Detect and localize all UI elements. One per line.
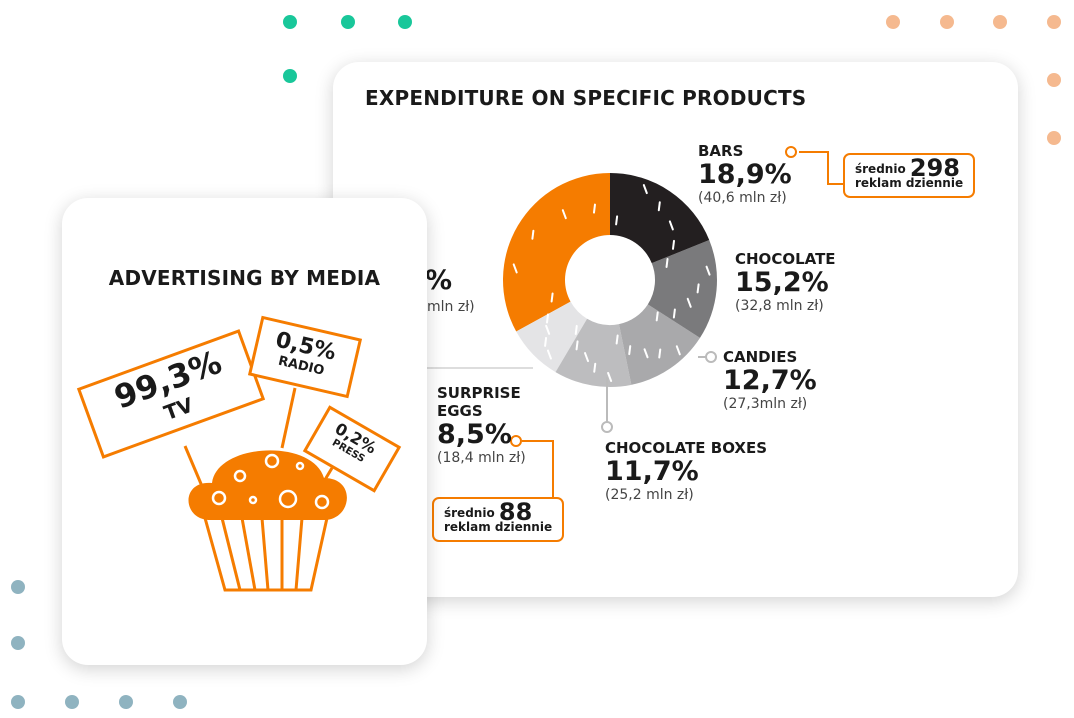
sprinkle [561,209,567,220]
category-label: BARS [698,142,744,160]
sprinkle [675,345,681,356]
chart-title: EXPENDITURE ON SPECIFIC PRODUCTS [365,86,807,110]
label-chocolate-boxes: CHOCOLATE BOXES 11,7% (25,2 mln zł) [605,439,767,503]
donut-slice--hidden- [503,173,610,332]
decor-dot [1047,15,1061,29]
decor-dot [119,695,133,709]
sprinkle [575,340,579,351]
leader-dot-bars [785,146,797,158]
sprinkle [545,324,551,335]
sprinkle [668,220,674,231]
sprinkle [705,265,711,276]
callout-prefix: średnio [855,162,906,176]
leader-dot-boxes [601,421,613,433]
donut-slice-chocolate-boxes [555,318,632,387]
media-card: ADVERTISING BY MEDIA 99,3% TV 0,5% RADIO… [62,198,427,665]
sprinkle [546,349,552,360]
callout-prefix: średnio [444,506,495,520]
sprinkle [592,203,596,214]
sprinkle [643,348,649,359]
decor-dot [1047,73,1061,87]
leader-dot-candies [705,351,717,363]
sprinkle [671,239,675,250]
label-surprise-eggs: SURPRISE EGGS 8,5% (18,4 mln zł) [437,384,547,466]
expenditure-card: EXPENDITURE ON SPECIFIC PRODUCTS BARS 18… [333,62,1018,597]
decor-dot [11,580,25,594]
decor-dot [283,69,297,83]
amount-label: (27,3mln zł) [723,396,808,412]
sprinkle [615,215,619,226]
category-label: CHOCOLATE [735,250,836,268]
decor-dot [173,695,187,709]
label-candies: CANDIES 12,7% (27,3mln zł) [723,348,817,412]
sprinkle [593,362,597,373]
decor-dot [398,15,412,29]
label-bars: BARS 18,9% (40,6 mln zł) [698,142,792,206]
callout-bars: średnio 298 reklam dziennie [843,153,976,198]
leader-dot-eggs [510,435,522,447]
sprinkle [550,292,554,303]
amount-label: (40,6 mln zł) [698,190,787,206]
sprinkle [584,352,590,363]
decor-dot [283,15,297,29]
data-label: 11,7% [605,456,699,487]
sprinkle [628,345,632,356]
decor-dot [341,15,355,29]
callout-suffix: reklam dziennie [444,520,553,534]
leader-line-bars [799,151,843,185]
sprinkle [642,184,648,195]
data-label: 15,2% [735,267,829,298]
label-chocolate: CHOCOLATE 15,2% (32,8 mln zł) [735,250,836,314]
sprinkle [696,283,700,294]
amount-label: (18,4 mln zł) [437,450,526,466]
decor-dot [993,15,1007,29]
sprinkle [657,201,661,212]
decor-dot [886,15,900,29]
callout-suffix: reklam dziennie [855,176,964,190]
donut-slice-candies [618,304,700,385]
decor-dot [65,695,79,709]
category-label: SURPRISE EGGS [437,384,521,420]
sprinkle [665,257,669,268]
callout-eggs: średnio 88 reklam dziennie [432,497,565,542]
sprinkle [658,348,662,359]
hidden-amount: mln zł) [427,299,475,315]
sprinkle [655,311,659,322]
sprinkle [672,308,676,319]
donut-chart [423,146,843,497]
decor-dot [11,695,25,709]
hidden-pct: % [425,265,453,296]
media-title: ADVERTISING BY MEDIA [108,266,381,290]
category-label: CANDIES [723,348,798,366]
decor-dot [11,636,25,650]
decor-dot [1047,131,1061,145]
amount-label: (25,2 mln zł) [605,487,694,503]
sprinkle [607,371,613,382]
amount-label: (32,8 mln zł) [735,298,824,314]
sprinkle [686,297,692,308]
leader-line-eggs [522,440,554,497]
donut-slice-bars [610,173,710,264]
data-label: 12,7% [723,365,817,396]
sprinkle [531,229,535,240]
sprinkle [574,324,578,335]
donut-slice-surprise-eggs [516,301,588,373]
sprinkle [615,334,619,345]
cupcake-illustration [76,315,402,592]
sprinkle [512,263,518,274]
sprinkle [545,313,549,324]
donut-slice-chocolate [647,239,717,338]
category-label: CHOCOLATE BOXES [605,439,768,457]
decor-dot [940,15,954,29]
data-label: 8,5% [437,419,512,450]
sprinkle [544,336,548,347]
data-label: 18,9% [698,159,792,190]
